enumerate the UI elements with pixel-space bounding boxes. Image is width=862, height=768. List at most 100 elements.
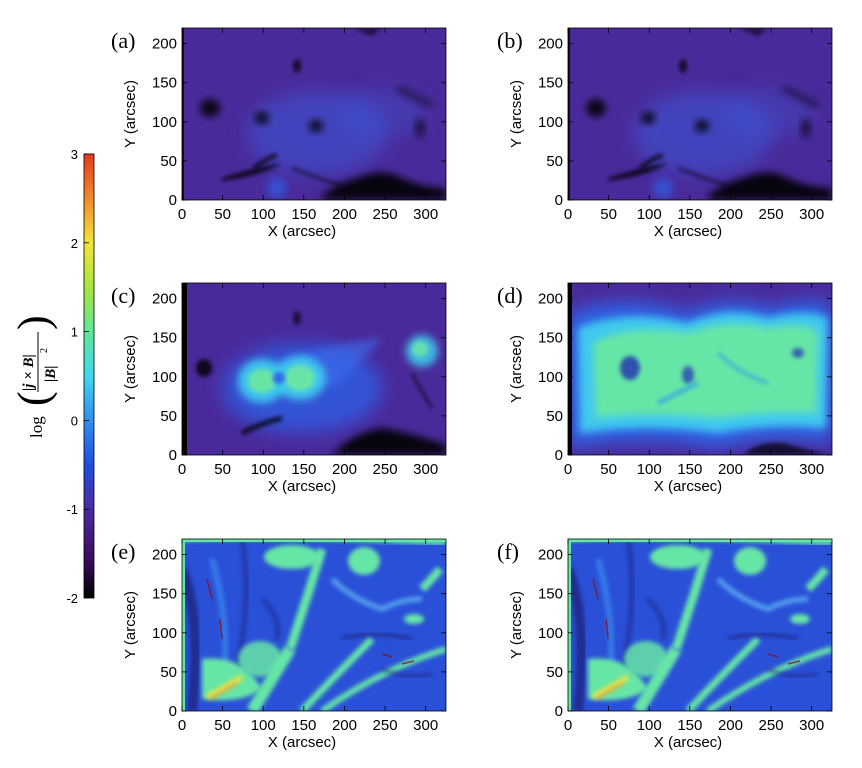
x-tick-label: 0 (178, 461, 186, 478)
x-tick-label: 150 (291, 717, 316, 734)
colorbar-ticks: 3 2 1 0 -1 -2 (66, 147, 89, 606)
y-tick-label: 50 (160, 153, 177, 170)
x-axis-label: X (arcsec) (654, 223, 722, 240)
y-axis-label: Y (arcsec) (122, 591, 139, 659)
y-tick-label: 0 (555, 447, 563, 464)
y-tick-label: 200 (538, 36, 563, 53)
x-tick-label: 150 (291, 206, 316, 223)
panel-frame (181, 538, 447, 712)
colorbar-label-log: log (27, 416, 46, 438)
y-axis-label: Y (arcsec) (122, 80, 139, 148)
x-tick-label: 250 (759, 461, 784, 478)
y-tick-label: 0 (169, 447, 177, 464)
x-tick-label: 100 (251, 461, 276, 478)
x-tick-label: 300 (799, 206, 824, 223)
y-tick-label: 200 (152, 291, 177, 308)
x-tick-label: 300 (799, 461, 824, 478)
y-axis-label: Y (arcsec) (508, 335, 525, 403)
colorbar-label: log ( |j × B| |B| 2 ) (9, 315, 59, 438)
y-tick-label: 0 (169, 192, 177, 209)
colorbar-tick-label: 3 (71, 147, 78, 162)
x-tick-label: 200 (718, 206, 743, 223)
y-axis-label: Y (arcsec) (508, 80, 525, 148)
y-tick-label: 150 (152, 330, 177, 347)
y-tick-label: 100 (152, 114, 177, 131)
x-tick-label: 250 (759, 206, 784, 223)
x-tick-label: 200 (332, 717, 357, 734)
x-tick-label: 150 (677, 206, 702, 223)
colorbar-tick-label: 2 (71, 236, 78, 251)
panel-map (568, 28, 832, 200)
colorbar-gradient (83, 153, 95, 599)
x-tick-label: 300 (413, 206, 438, 223)
y-tick-label: 150 (152, 75, 177, 92)
x-axis-label: X (arcsec) (654, 734, 722, 751)
panel-tag: (e) (111, 539, 135, 564)
y-tick-label: 200 (152, 36, 177, 53)
panel-map (568, 537, 832, 711)
x-tick-label: 100 (637, 461, 662, 478)
colorbar-label-paren-right: ) (9, 315, 58, 330)
x-tick-label: 300 (413, 717, 438, 734)
panel-frame (181, 27, 447, 201)
x-tick-label: 150 (677, 717, 702, 734)
x-tick-label: 300 (799, 717, 824, 734)
panel-frame (181, 282, 447, 456)
colorbar-label-numerator: |j × B| (21, 354, 37, 391)
y-tick-label: 100 (152, 369, 177, 386)
x-tick-label: 0 (564, 717, 572, 734)
x-tick-label: 50 (214, 461, 231, 478)
x-tick-label: 100 (251, 206, 276, 223)
colorbar-tick-label: 0 (71, 413, 78, 428)
y-tick-label: 200 (538, 547, 563, 564)
y-tick-label: 100 (538, 625, 563, 642)
panel-map (182, 283, 446, 455)
y-tick-label: 150 (538, 330, 563, 347)
x-tick-label: 100 (637, 206, 662, 223)
x-tick-label: 250 (373, 206, 398, 223)
panel-map (182, 537, 446, 711)
y-tick-label: 100 (538, 369, 563, 386)
x-axis-label: X (arcsec) (654, 478, 722, 495)
colorbar-label-exponent: 2 (39, 348, 50, 353)
x-tick-label: 250 (373, 461, 398, 478)
y-tick-label: 100 (152, 625, 177, 642)
colorbar-label-denominator: |B| (43, 365, 59, 382)
panel-map (568, 283, 832, 455)
x-tick-label: 200 (332, 206, 357, 223)
panel-tag: (d) (497, 283, 523, 308)
y-tick-label: 0 (555, 192, 563, 209)
colorbar: 3 2 1 0 -1 -2 (66, 147, 95, 606)
x-tick-label: 0 (178, 717, 186, 734)
x-tick-label: 200 (718, 461, 743, 478)
colorbar-label-paren-left: ( (9, 391, 58, 406)
y-tick-label: 50 (546, 664, 563, 681)
x-axis-label: X (arcsec) (268, 734, 336, 751)
y-tick-label: 0 (555, 703, 563, 720)
colorbar-tick-label: 1 (71, 325, 78, 340)
x-tick-label: 0 (564, 461, 572, 478)
x-tick-label: 250 (373, 717, 398, 734)
x-tick-label: 0 (178, 206, 186, 223)
colorbar-tick-label: -2 (66, 591, 78, 606)
x-tick-label: 150 (291, 461, 316, 478)
panel-tag: (f) (497, 539, 519, 564)
panel-frame (567, 27, 833, 201)
x-tick-label: 50 (214, 717, 231, 734)
x-tick-label: 250 (759, 717, 784, 734)
x-tick-label: 300 (413, 461, 438, 478)
y-tick-label: 50 (546, 153, 563, 170)
y-tick-label: 50 (160, 408, 177, 425)
x-tick-label: 150 (677, 461, 702, 478)
x-tick-label: 50 (214, 206, 231, 223)
x-tick-label: 50 (600, 461, 617, 478)
x-tick-label: 50 (600, 206, 617, 223)
panel-tag: (c) (111, 283, 135, 308)
